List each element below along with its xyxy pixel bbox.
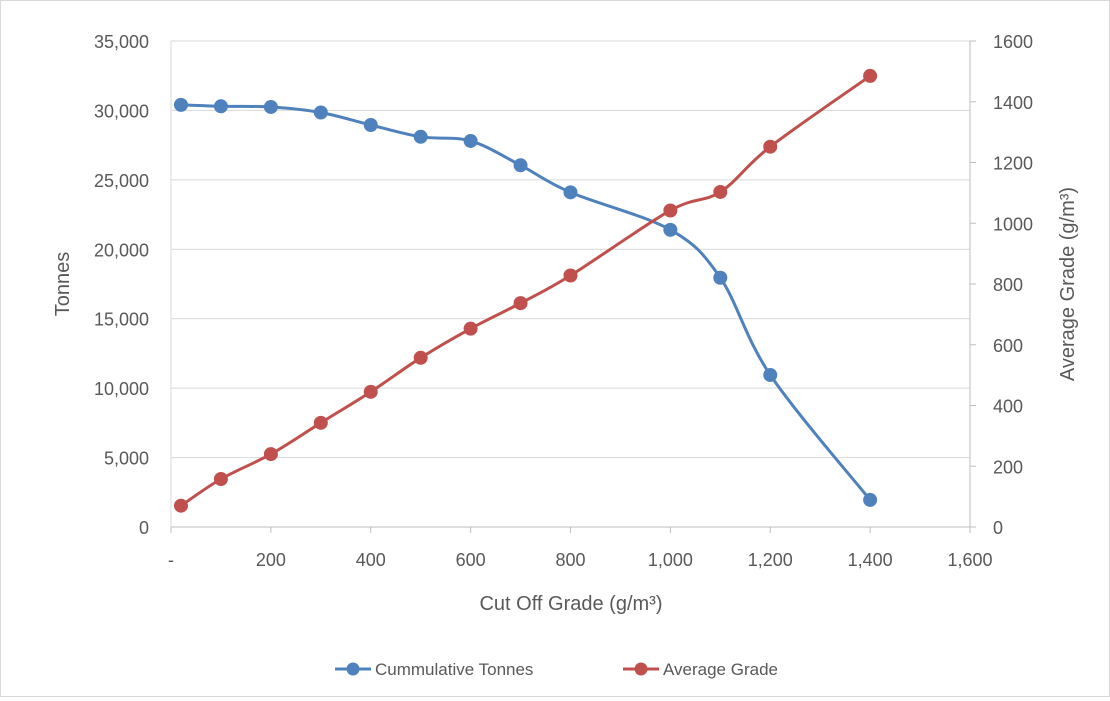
y-tick-label: 20,000	[94, 240, 149, 260]
series-layer	[173, 68, 878, 513]
data-point-cummulative-tonnes	[713, 270, 728, 285]
y2-axis-title: Average Grade (g/m³)	[1057, 187, 1079, 381]
data-point-average-grade	[263, 447, 278, 462]
data-point-average-grade	[413, 350, 428, 365]
data-point-cummulative-tonnes	[763, 367, 778, 382]
y2-tick-label: 1000	[993, 214, 1033, 234]
legend: Cummulative Tonnes Average Grade	[335, 660, 778, 679]
data-point-average-grade	[463, 321, 478, 336]
data-point-average-grade	[313, 415, 328, 430]
data-point-average-grade	[213, 472, 228, 487]
x-tick-label: -	[168, 550, 174, 570]
legend-label-average-grade: Average Grade	[663, 660, 778, 679]
x-tick-label: 1,600	[947, 550, 992, 570]
grid	[171, 40, 970, 459]
x-tick-label: 200	[256, 550, 286, 570]
y2-tick-label: 800	[993, 275, 1023, 295]
y-tick-label: 10,000	[94, 379, 149, 399]
data-point-average-grade	[863, 68, 878, 83]
legend-marker-average-grade	[634, 662, 648, 676]
y-tick-label: 35,000	[94, 32, 149, 52]
y2-tick-label: 1200	[993, 154, 1033, 174]
y-tick-label: 30,000	[94, 101, 149, 121]
x-tick-label: 1,000	[648, 550, 693, 570]
legend-marker-cummulative-tonnes	[346, 662, 360, 676]
y2-tick-label: 0	[993, 518, 1003, 538]
data-point-average-grade	[173, 498, 188, 513]
data-point-cummulative-tonnes	[663, 222, 678, 237]
legend-label-cummulative-tonnes: Cummulative Tonnes	[375, 660, 533, 679]
x-tick-label: 400	[356, 550, 386, 570]
series-line-average-grade	[180, 74, 871, 507]
data-point-cummulative-tonnes	[263, 99, 278, 114]
y-axis-title: Tonnes	[52, 252, 74, 317]
y-tick-label: 0	[139, 518, 149, 538]
y2-tick-label: 1600	[993, 32, 1033, 52]
y2-tick-label: 400	[993, 397, 1023, 417]
x-tick-label: 1,400	[848, 550, 893, 570]
x-tick-label: 600	[456, 550, 486, 570]
data-point-cummulative-tonnes	[313, 105, 328, 120]
data-point-average-grade	[563, 268, 578, 283]
data-point-cummulative-tonnes	[513, 158, 528, 173]
x-tick-label: 800	[555, 550, 585, 570]
data-point-cummulative-tonnes	[173, 97, 188, 112]
y2-tick-label: 600	[993, 336, 1023, 356]
data-point-cummulative-tonnes	[563, 185, 578, 200]
y2-tick-label: 1400	[993, 93, 1033, 113]
y2-tick-label: 200	[993, 457, 1023, 477]
data-point-cummulative-tonnes	[463, 133, 478, 148]
data-point-cummulative-tonnes	[413, 129, 428, 144]
data-point-average-grade	[363, 384, 378, 399]
data-point-average-grade	[513, 296, 528, 311]
y-tick-label: 15,000	[94, 310, 149, 330]
y-tick-label: 25,000	[94, 171, 149, 191]
data-point-cummulative-tonnes	[363, 118, 378, 133]
data-point-cummulative-tonnes	[213, 99, 228, 114]
data-point-average-grade	[713, 184, 728, 199]
data-point-cummulative-tonnes	[863, 492, 878, 507]
axes: 0 5,000 10,000 15,000 20,000 25,000 30,000 35,0…	[94, 32, 1033, 570]
y-tick-label: 5,000	[104, 449, 149, 469]
x-tick-label: 1,200	[748, 550, 793, 570]
x-axis-title: Cut Off Grade (g/m³)	[479, 593, 662, 615]
data-point-average-grade	[763, 139, 778, 154]
data-point-average-grade	[663, 203, 678, 218]
